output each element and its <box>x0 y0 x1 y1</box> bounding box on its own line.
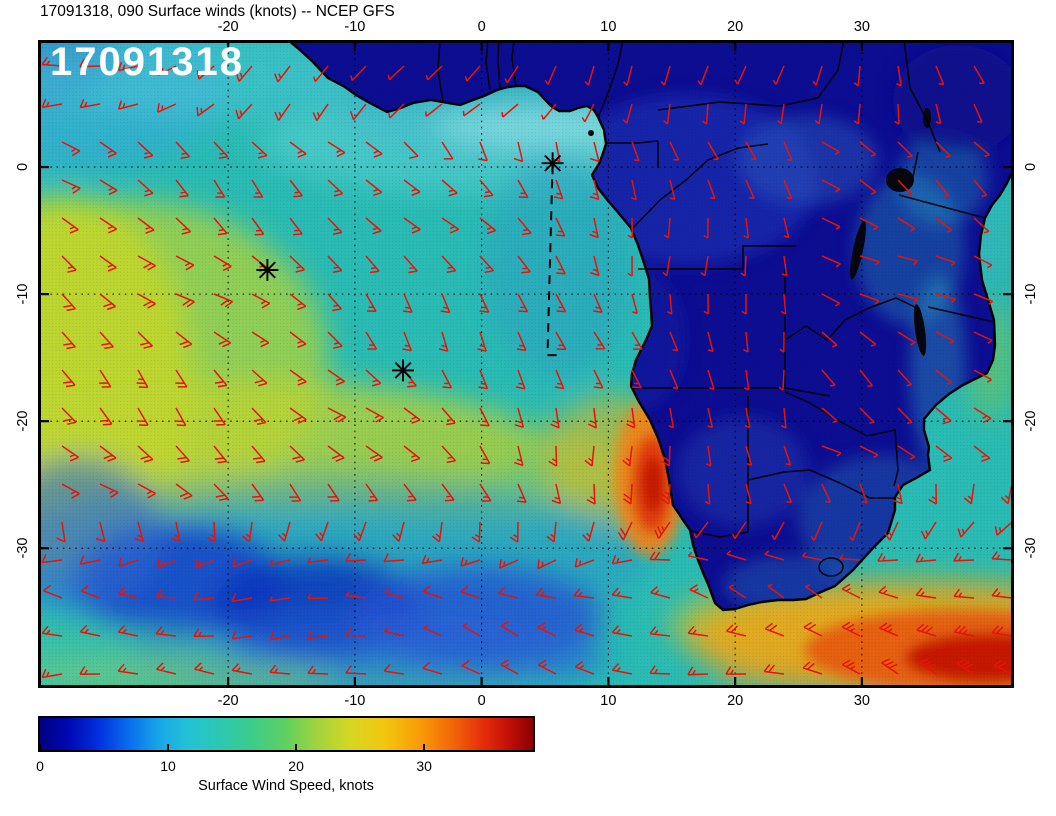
colorbar-caption: Surface Wind Speed, knots <box>198 778 374 794</box>
colorbar: 0 10 20 30 Surface Wind Speed, knots <box>36 716 535 806</box>
lon-tick-label-bottom: 30 <box>853 693 870 709</box>
stipple-texture <box>38 40 1014 688</box>
colorbar-tick-label: 20 <box>288 758 304 774</box>
map-area: 17091318 <box>38 40 1014 688</box>
lon-tick-label-top: 20 <box>727 19 744 35</box>
lat-tick-label-right: 0 <box>1023 163 1039 172</box>
wind-map <box>38 40 1014 688</box>
station-marker <box>256 259 279 281</box>
lat-tick-label-right: -20 <box>1023 410 1039 432</box>
lon-tick-label-top: -10 <box>344 19 366 35</box>
lat-tick-label-left: -30 <box>15 537 31 559</box>
lon-tick-label-top: 30 <box>853 19 870 35</box>
colorbar-tick <box>295 744 298 751</box>
lat-tick-label-left: -10 <box>15 283 31 305</box>
lon-tick-label-bottom: -10 <box>344 693 366 709</box>
wind-barbs-layer <box>41 56 1014 679</box>
lakes <box>588 108 931 356</box>
lon-tick-label-bottom: -20 <box>217 693 239 709</box>
lat-tick-label-right: -10 <box>1023 283 1039 305</box>
lon-tick-label-top: -20 <box>217 19 239 35</box>
colorbar-tick-label: 0 <box>36 758 44 774</box>
colorbar-tick-label: 10 <box>160 758 176 774</box>
colorbar-tick <box>39 744 41 751</box>
station-markers-layer <box>256 152 564 382</box>
figure-title: 17091318, 090 Surface winds (knots) -- N… <box>40 3 395 20</box>
lat-tick-label-left: 0 <box>15 163 31 172</box>
colorbar-tick <box>423 744 426 751</box>
lat-tick-label-right: -30 <box>1023 537 1039 559</box>
lat-tick-label-left: -20 <box>15 410 31 432</box>
colorbar-gradient <box>38 716 535 752</box>
lon-tick-label-bottom: 10 <box>600 693 617 709</box>
lesotho-border <box>818 557 844 577</box>
run-timestamp-overlay: 17091318 <box>50 40 244 84</box>
lon-tick-label-top: 10 <box>600 19 617 35</box>
colorbar-tick-label: 30 <box>416 758 432 774</box>
graticule <box>38 40 1014 688</box>
lon-tick-label-bottom: 0 <box>477 693 486 709</box>
station-marker <box>392 359 414 382</box>
colorbar-tick <box>167 744 170 751</box>
map-graphics <box>38 40 1014 688</box>
lon-tick-label-top: 0 <box>477 19 486 35</box>
lon-tick-label-bottom: 20 <box>727 693 744 709</box>
station-marker <box>541 152 564 175</box>
map-frame <box>38 40 1014 688</box>
